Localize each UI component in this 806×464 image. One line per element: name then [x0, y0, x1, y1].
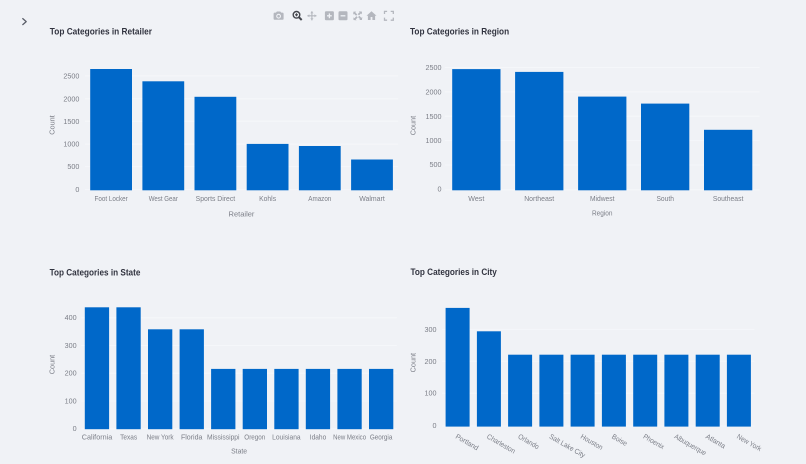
svg-text:0: 0: [73, 424, 77, 433]
svg-text:Amazon: Amazon: [308, 194, 331, 203]
svg-text:0: 0: [75, 185, 79, 194]
svg-text:Top Categories in City: Top Categories in City: [411, 267, 498, 277]
svg-text:500: 500: [67, 162, 79, 171]
svg-text:300: 300: [65, 341, 77, 350]
svg-text:Retailer: Retailer: [229, 210, 256, 219]
svg-text:South: South: [656, 194, 674, 203]
svg-text:200: 200: [65, 369, 77, 378]
svg-text:100: 100: [65, 397, 77, 406]
svg-text:2500: 2500: [426, 63, 442, 72]
svg-text:2000: 2000: [63, 94, 79, 103]
svg-text:1500: 1500: [426, 112, 442, 121]
svg-text:Florida: Florida: [181, 433, 203, 442]
svg-text:Foot Locker: Foot Locker: [95, 194, 129, 203]
svg-text:New York: New York: [147, 433, 174, 442]
svg-text:Count: Count: [409, 116, 418, 135]
svg-text:1000: 1000: [426, 136, 442, 145]
svg-text:West Gear: West Gear: [149, 194, 179, 203]
svg-text:California: California: [82, 433, 113, 442]
svg-text:Oregon: Oregon: [244, 433, 265, 442]
svg-text:300: 300: [425, 325, 437, 334]
svg-text:Count: Count: [408, 353, 417, 372]
svg-text:West: West: [468, 194, 484, 203]
svg-text:Louisiana: Louisiana: [272, 433, 301, 442]
svg-text:400: 400: [65, 313, 77, 322]
svg-text:New Mexico: New Mexico: [333, 433, 366, 442]
svg-text:200: 200: [425, 357, 437, 366]
svg-text:Count: Count: [47, 115, 56, 134]
svg-text:1500: 1500: [63, 117, 79, 126]
svg-text:Top Categories in State: Top Categories in State: [50, 267, 141, 277]
svg-text:2000: 2000: [426, 87, 442, 96]
svg-text:Kohls: Kohls: [259, 194, 276, 203]
svg-text:Walmart: Walmart: [359, 194, 385, 203]
svg-text:Count: Count: [48, 355, 57, 374]
svg-text:Idaho: Idaho: [310, 433, 327, 442]
svg-text:0: 0: [433, 421, 437, 430]
svg-text:1000: 1000: [63, 140, 79, 149]
svg-text:Mississippi: Mississippi: [207, 433, 240, 442]
svg-text:State: State: [231, 446, 247, 455]
svg-text:Southeast: Southeast: [713, 194, 744, 203]
svg-text:Northeast: Northeast: [524, 194, 554, 203]
svg-text:Region: Region: [592, 208, 613, 217]
svg-text:Midwest: Midwest: [590, 194, 615, 203]
svg-text:2500: 2500: [63, 71, 79, 80]
svg-text:Top Categories in Retailer: Top Categories in Retailer: [50, 27, 153, 37]
svg-text:500: 500: [430, 160, 442, 169]
svg-text:Georgia: Georgia: [370, 433, 393, 442]
svg-text:0: 0: [438, 185, 442, 194]
svg-text:Sports Direct: Sports Direct: [196, 194, 236, 203]
svg-text:Texas: Texas: [120, 433, 137, 442]
svg-text:100: 100: [425, 389, 437, 398]
svg-text:Top Categories in Region: Top Categories in Region: [410, 27, 509, 37]
